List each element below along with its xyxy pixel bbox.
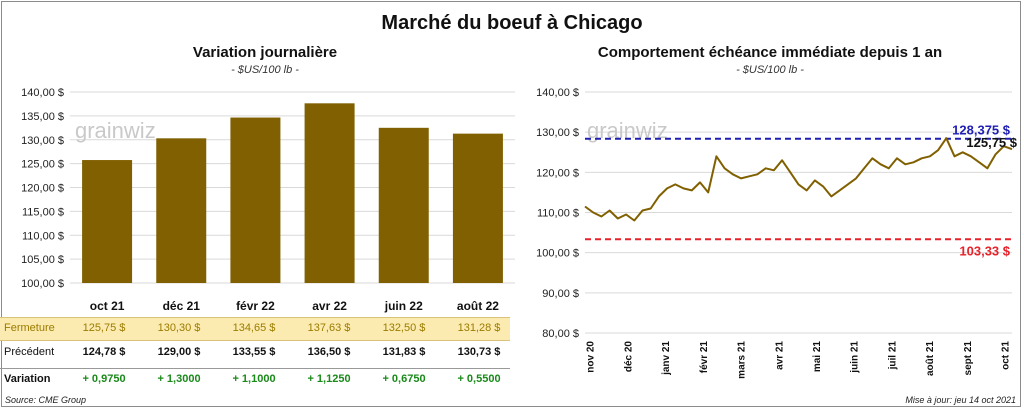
source-note: Source: CME Group: [5, 395, 87, 405]
x-tick-label: août 21: [925, 341, 936, 376]
x-tick-label: août 22: [457, 299, 499, 313]
bar: [378, 127, 429, 283]
variation-value: + 0,6750: [382, 373, 426, 385]
previous-value: 129,00 $: [157, 346, 201, 358]
bar: [304, 103, 355, 284]
right-panel-subtitle: - $US/100 lb -: [736, 64, 804, 76]
previous-label: Précédent: [4, 346, 55, 358]
upper-limit-label: 128,375 $: [952, 123, 1011, 138]
watermark: grainwiz: [75, 118, 156, 143]
x-tick-label: oct 21: [90, 299, 125, 313]
previous-value: 136,50 $: [307, 346, 351, 358]
x-tick-label: juil 21: [887, 341, 898, 371]
y-tick-label: 120,00 $: [21, 183, 64, 195]
y-tick-label: 115,00 $: [22, 206, 64, 218]
bar: [82, 160, 133, 283]
y-tick-label: 80,00 $: [542, 328, 579, 340]
left-panel-subtitle: - $US/100 lb -: [231, 64, 299, 76]
y-tick-label: 140,00 $: [21, 87, 64, 99]
close-value: 130,30 $: [157, 322, 201, 334]
bar-chart: 100,00 $ 105,00 $ 110,00 $ 115,00 $ 120,00 $…: [21, 87, 515, 313]
previous-value: 131,83 $: [382, 346, 426, 358]
y-tick-label: 100,00 $: [536, 248, 579, 260]
x-tick-label: févr 21: [699, 341, 710, 374]
bar: [156, 138, 207, 283]
y-tick-label: 105,00 $: [21, 254, 64, 266]
y-tick-label: 130,00 $: [536, 127, 579, 139]
y-tick-label: 125,00 $: [21, 159, 64, 171]
close-value: 132,50 $: [382, 322, 426, 334]
previous-value: 130,73 $: [457, 346, 501, 358]
x-tick-label: avr 22: [312, 299, 347, 313]
previous-value: 133,55 $: [232, 346, 276, 358]
table-row-previous: Précédent 124,78 $ 129,00 $ 133,55 $ 136…: [0, 342, 510, 364]
variation-value: + 1,1000: [232, 373, 276, 385]
line-chart: 80,00 $ 90,00 $ 100,00 $ 110,00 $ 120,00 $ 13…: [536, 87, 1018, 379]
close-value: 131,28 $: [457, 322, 501, 334]
x-tick-label: nov 20: [586, 341, 597, 373]
y-tick-label: 110,00 $: [537, 208, 579, 220]
price-line: [584, 137, 1013, 222]
y-tick-label: 90,00 $: [542, 288, 579, 300]
left-panel-title: Variation journalière: [192, 44, 338, 61]
x-tick-label: janv 21: [661, 341, 672, 376]
y-tick-label: 140,00 $: [536, 87, 579, 99]
right-panel-title: Comportement échéance immédiate depuis 1…: [597, 44, 943, 61]
x-tick-label: sept 21: [963, 341, 974, 376]
x-tick-label: déc 21: [163, 299, 201, 313]
bar: [230, 117, 281, 283]
y-tick-label: 120,00 $: [536, 167, 579, 179]
close-label: Fermeture: [4, 322, 55, 334]
bar: [452, 133, 503, 283]
close-value: 125,75 $: [82, 322, 126, 334]
variation-value: + 1,1250: [307, 373, 351, 385]
x-tick-label: déc 20: [623, 341, 634, 373]
x-tick-label: févr 22: [236, 299, 275, 313]
x-tick-label: oct 21: [1001, 341, 1012, 370]
variation-value: + 0,9750: [82, 373, 126, 385]
x-tick-label: mars 21: [737, 341, 748, 379]
x-tick-label: mai 21: [812, 341, 823, 373]
previous-value: 124,78 $: [82, 346, 126, 358]
close-value: 137,63 $: [307, 322, 351, 334]
table-row-close: Fermeture 125,75 $ 130,30 $ 134,65 $ 137…: [0, 317, 510, 341]
y-tick-label: 130,00 $: [21, 135, 64, 147]
variation-value: + 1,3000: [157, 373, 201, 385]
y-tick-label: 135,00 $: [21, 111, 64, 123]
x-tick-label: avr 21: [774, 341, 785, 370]
main-title: Marché du boeuf à Chicago: [381, 12, 643, 34]
x-tick-label: juin 22: [384, 299, 423, 313]
update-note: Mise à jour: jeu 14 oct 2021: [905, 395, 1016, 405]
y-tick-label: 110,00 $: [22, 230, 64, 242]
y-tick-label: 100,00 $: [21, 278, 64, 290]
table-row-variation: Variation + 0,9750 + 1,3000 + 1,1000 + 1…: [0, 368, 510, 391]
variation-label: Variation: [4, 373, 51, 385]
variation-value: + 0,5500: [457, 373, 501, 385]
close-value: 134,65 $: [232, 322, 276, 334]
last-value-label: 125,75 $: [966, 135, 1017, 150]
x-tick-label: juin 21: [850, 341, 861, 374]
lower-limit-label: 103,33 $: [959, 243, 1010, 258]
